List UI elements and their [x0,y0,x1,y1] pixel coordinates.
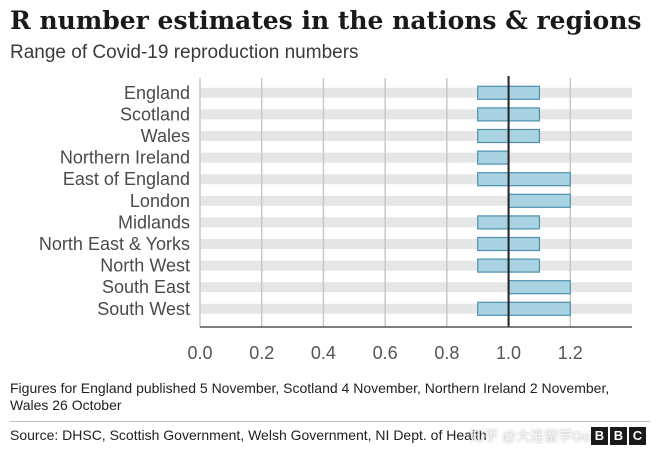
category-label: London [130,191,190,211]
footer-divider [10,421,650,422]
row-band [200,87,632,98]
row-band [200,260,632,271]
range-bar [477,172,571,187]
row-band [200,109,632,120]
range-bar [507,193,571,208]
row-band [200,195,632,206]
category-label: Midlands [118,212,190,232]
category-label: England [124,83,190,103]
category-label: South West [97,299,190,319]
x-tick-label: 0.2 [249,343,274,363]
category-label: North East & Yorks [39,234,190,254]
bbc-logo: B B C [591,427,646,445]
row-band [200,131,632,141]
row-band [200,239,632,249]
category-label: Wales [141,126,190,146]
x-tick-label: 1.2 [558,343,583,363]
x-tick-label: 0.4 [311,343,336,363]
category-label: East of England [63,169,190,189]
x-tick-label: 0.6 [373,343,398,363]
x-tick-label: 0.8 [434,343,459,363]
range-bar [477,150,510,165]
logo-letter-c: C [629,427,646,445]
chart-subtitle: Range of Covid-19 reproduction numbers [10,42,359,63]
logo-letter-b1: B [591,427,608,445]
category-label: Scotland [120,104,190,124]
publication-note: Figures for England published 5 November… [10,380,610,413]
category-label: Northern Ireland [60,148,190,168]
category-label: North West [100,256,190,276]
x-tick-label: 0.0 [187,343,212,363]
chart-title: R number estimates in the nations & regi… [10,6,642,35]
row-band [200,152,632,163]
watermark: 知乎 @大连留学Goar [470,428,604,444]
row-band [200,217,632,228]
category-label: South East [102,277,190,297]
row-band [200,174,632,185]
source-text: Source: DHSC, Scottish Government, Welsh… [10,427,487,443]
logo-letter-b2: B [610,427,627,445]
row-band [200,303,632,314]
range-bar [507,280,571,295]
x-tick-label: 1.0 [496,343,521,363]
range-bar [477,301,571,316]
row-band [200,282,632,293]
